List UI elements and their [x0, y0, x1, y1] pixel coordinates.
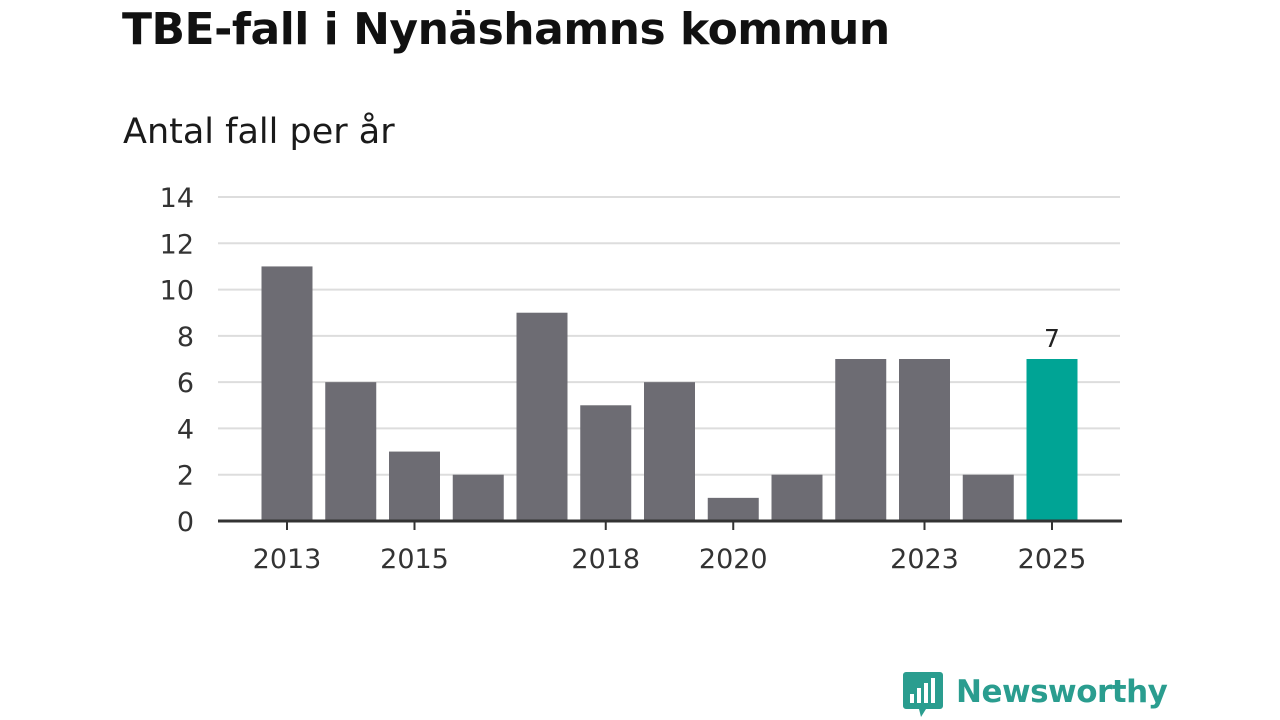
y-tick-label: 8	[177, 322, 194, 353]
y-tick-label: 12	[160, 229, 194, 260]
data-label: 7	[1044, 324, 1060, 353]
brand-name: Newsworthy	[956, 674, 1168, 710]
bar-highlight	[1026, 359, 1078, 521]
x-tick-label: 2020	[699, 544, 768, 575]
x-tick-label: 2015	[380, 544, 449, 575]
bar	[452, 474, 504, 521]
bar	[899, 359, 950, 521]
y-tick-label: 2	[177, 461, 194, 492]
y-tick-label: 10	[160, 276, 194, 307]
x-tick-label: 2013	[253, 544, 322, 575]
bar	[389, 451, 440, 521]
y-tick-label: 6	[177, 368, 194, 399]
x-tick-label: 2025	[1018, 544, 1087, 575]
chart-subtitle: Antal fall per år	[123, 112, 395, 152]
bar	[771, 474, 823, 521]
bar	[516, 312, 568, 521]
bar	[835, 359, 887, 521]
bar	[580, 405, 632, 521]
x-tick-label: 2018	[571, 544, 640, 575]
y-tick-label: 0	[177, 507, 194, 538]
bar	[707, 497, 759, 521]
bar	[962, 474, 1014, 521]
bar	[644, 382, 695, 521]
bar	[325, 382, 377, 521]
bar	[261, 266, 313, 521]
chart-title: TBE-fall i Nynäshamns kommun	[122, 4, 890, 55]
newsworthy-logo-icon	[903, 672, 943, 717]
brand-logo: Newsworthy	[902, 670, 1168, 720]
y-tick-label: 14	[160, 183, 194, 214]
x-tick-label: 2023	[890, 544, 959, 575]
y-tick-label: 4	[177, 414, 194, 445]
